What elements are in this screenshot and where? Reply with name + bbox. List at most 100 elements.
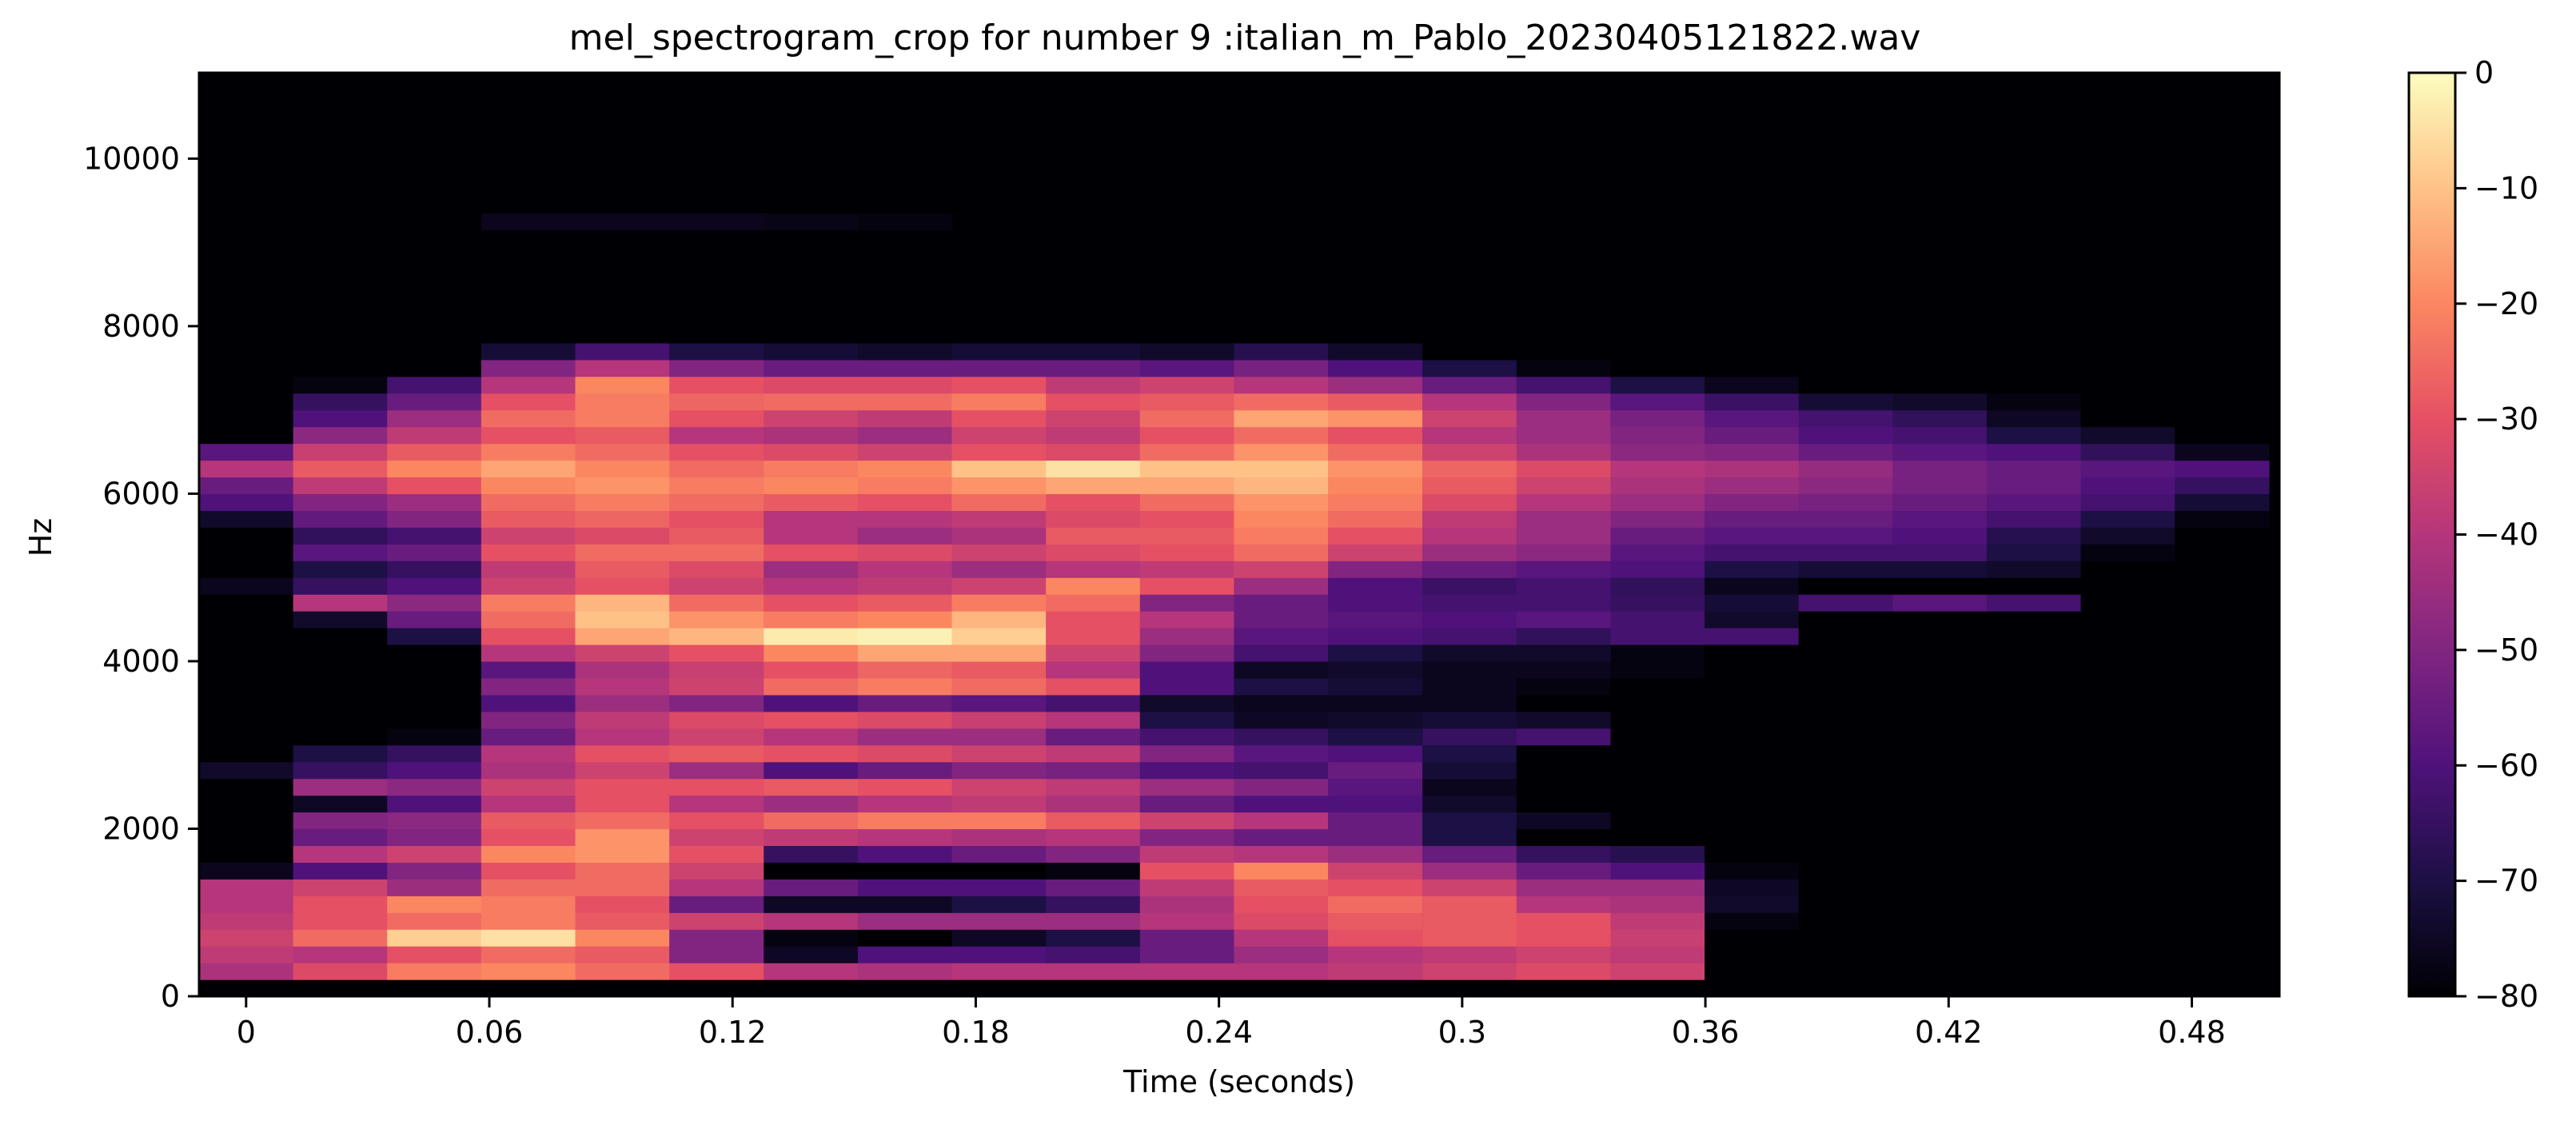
- spectrogram-cell: [1422, 711, 1517, 729]
- spectrogram-cell: [1046, 879, 1141, 896]
- spectrogram-cell: [2175, 694, 2270, 712]
- spectrogram-cell: [1139, 577, 1235, 595]
- spectrogram-cell: [1516, 628, 1612, 645]
- spectrogram-cell: [1139, 443, 1235, 461]
- spectrogram-cell: [1892, 577, 1988, 595]
- spectrogram-cell: [857, 896, 953, 913]
- spectrogram-cell: [575, 644, 670, 662]
- spectrogram-cell: [199, 460, 294, 478]
- spectrogram-cell: [2080, 443, 2175, 461]
- spectrogram-cell: [1892, 460, 1988, 478]
- spectrogram-cell: [1798, 728, 1894, 746]
- spectrogram-cell: [1610, 393, 1705, 411]
- spectrogram-cell: [2080, 577, 2175, 595]
- spectrogram-cell: [2175, 577, 2270, 595]
- spectrogram-cell: [951, 443, 1047, 461]
- spectrogram-cell: [1046, 778, 1141, 796]
- spectrogram-cell: [1139, 862, 1235, 880]
- spectrogram-cell: [1705, 660, 1800, 679]
- spectrogram-cell: [1892, 229, 1988, 344]
- spectrogram-cell: [764, 644, 859, 662]
- spectrogram-cell: [1234, 946, 1329, 963]
- spectrogram-cell: [2080, 862, 2175, 880]
- spectrogram-cell: [1139, 561, 1235, 578]
- spectrogram-cell: [951, 561, 1047, 578]
- spectrogram-cell: [199, 778, 294, 796]
- spectrogram-cell: [2175, 493, 2270, 511]
- spectrogram-cell: [857, 527, 953, 545]
- spectrogram-cell: [199, 744, 294, 763]
- spectrogram-cell: [293, 510, 388, 528]
- spectrogram-cell: [1516, 376, 1612, 394]
- spectrogram-cell: [1516, 73, 1612, 214]
- spectrogram-cell: [1610, 761, 1705, 780]
- spectrogram-cell: [1516, 929, 1612, 947]
- spectrogram-cell: [857, 611, 953, 628]
- spectrogram-cell: [387, 527, 482, 545]
- spectrogram-cell: [1046, 644, 1141, 662]
- spectrogram-cell: [1798, 73, 1894, 214]
- spectrogram-cell: [199, 845, 294, 863]
- spectrogram-cell: [2080, 477, 2175, 495]
- spectrogram-cell: [2080, 946, 2175, 963]
- spectrogram-cell: [1892, 213, 1988, 231]
- spectrogram-cell: [1798, 862, 1894, 880]
- spectrogram-cell: [1328, 561, 1423, 578]
- colorbar-tick-label: −70: [2474, 864, 2538, 899]
- spectrogram-cell: [1798, 229, 1894, 344]
- spectrogram-cell: [669, 677, 764, 696]
- spectrogram-cell: [1139, 812, 1235, 830]
- spectrogram-cell: [1610, 443, 1705, 461]
- spectrogram-cell: [1234, 694, 1329, 712]
- spectrogram-cell: [2080, 561, 2175, 578]
- spectrogram-cell: [1046, 845, 1141, 863]
- y-tick-label: 0: [161, 979, 180, 1014]
- spectrogram-cell: [2080, 409, 2175, 428]
- spectrogram-cell: [575, 611, 670, 628]
- spectrogram-cell: [1046, 443, 1141, 461]
- spectrogram-cell: [1328, 660, 1423, 679]
- spectrogram-cell: [857, 213, 953, 231]
- spectrogram-cell: [1986, 778, 2082, 796]
- spectrogram-cell: [481, 896, 576, 913]
- spectrogram-cell: [2080, 795, 2175, 813]
- spectrogram-cell: [387, 862, 482, 880]
- spectrogram-cell: [1798, 979, 1894, 997]
- spectrogram-cell: [1516, 460, 1612, 478]
- spectrogram-cell: [293, 761, 388, 780]
- spectrogram-cell: [1422, 728, 1517, 746]
- spectrogram-cell: [1705, 73, 1800, 214]
- spectrogram-cell: [764, 510, 859, 528]
- spectrogram-cell: [1986, 359, 2082, 377]
- spectrogram-cell: [764, 946, 859, 963]
- spectrogram-cell: [1328, 426, 1423, 445]
- spectrogram-cell: [1234, 711, 1329, 729]
- spectrogram-cell: [199, 644, 294, 662]
- spectrogram-cell: [1705, 611, 1800, 628]
- spectrogram-cell: [1798, 795, 1894, 813]
- spectrogram-cell: [1516, 795, 1612, 813]
- spectrogram-cell: [2175, 460, 2270, 478]
- spectrogram-cell: [2175, 510, 2270, 528]
- spectrogram-cell: [669, 443, 764, 461]
- spectrogram-cell: [199, 677, 294, 696]
- spectrogram-cell: [481, 460, 576, 478]
- spectrogram-cell: [1328, 229, 1423, 344]
- spectrogram-cell: [1986, 879, 2082, 896]
- spectrogram-cell: [1422, 879, 1517, 896]
- spectrogram-cell: [1610, 73, 1705, 214]
- spectrogram-cell: [1139, 477, 1235, 495]
- spectrogram-cell: [857, 644, 953, 662]
- spectrogram-cell: [1798, 213, 1894, 231]
- spectrogram-cell: [951, 213, 1047, 231]
- spectrogram-cell: [575, 561, 670, 578]
- spectrogram-cell: [2175, 611, 2270, 628]
- spectrogram-cell: [669, 561, 764, 578]
- spectrogram-cell: [481, 376, 576, 394]
- spectrogram-cell: [1798, 879, 1894, 896]
- spectrogram-cell: [293, 426, 388, 445]
- spectrogram-cell: [857, 778, 953, 796]
- colorbar-tick-label: −30: [2474, 401, 2538, 437]
- spectrogram-cell: [857, 510, 953, 528]
- spectrogram-cell: [199, 544, 294, 561]
